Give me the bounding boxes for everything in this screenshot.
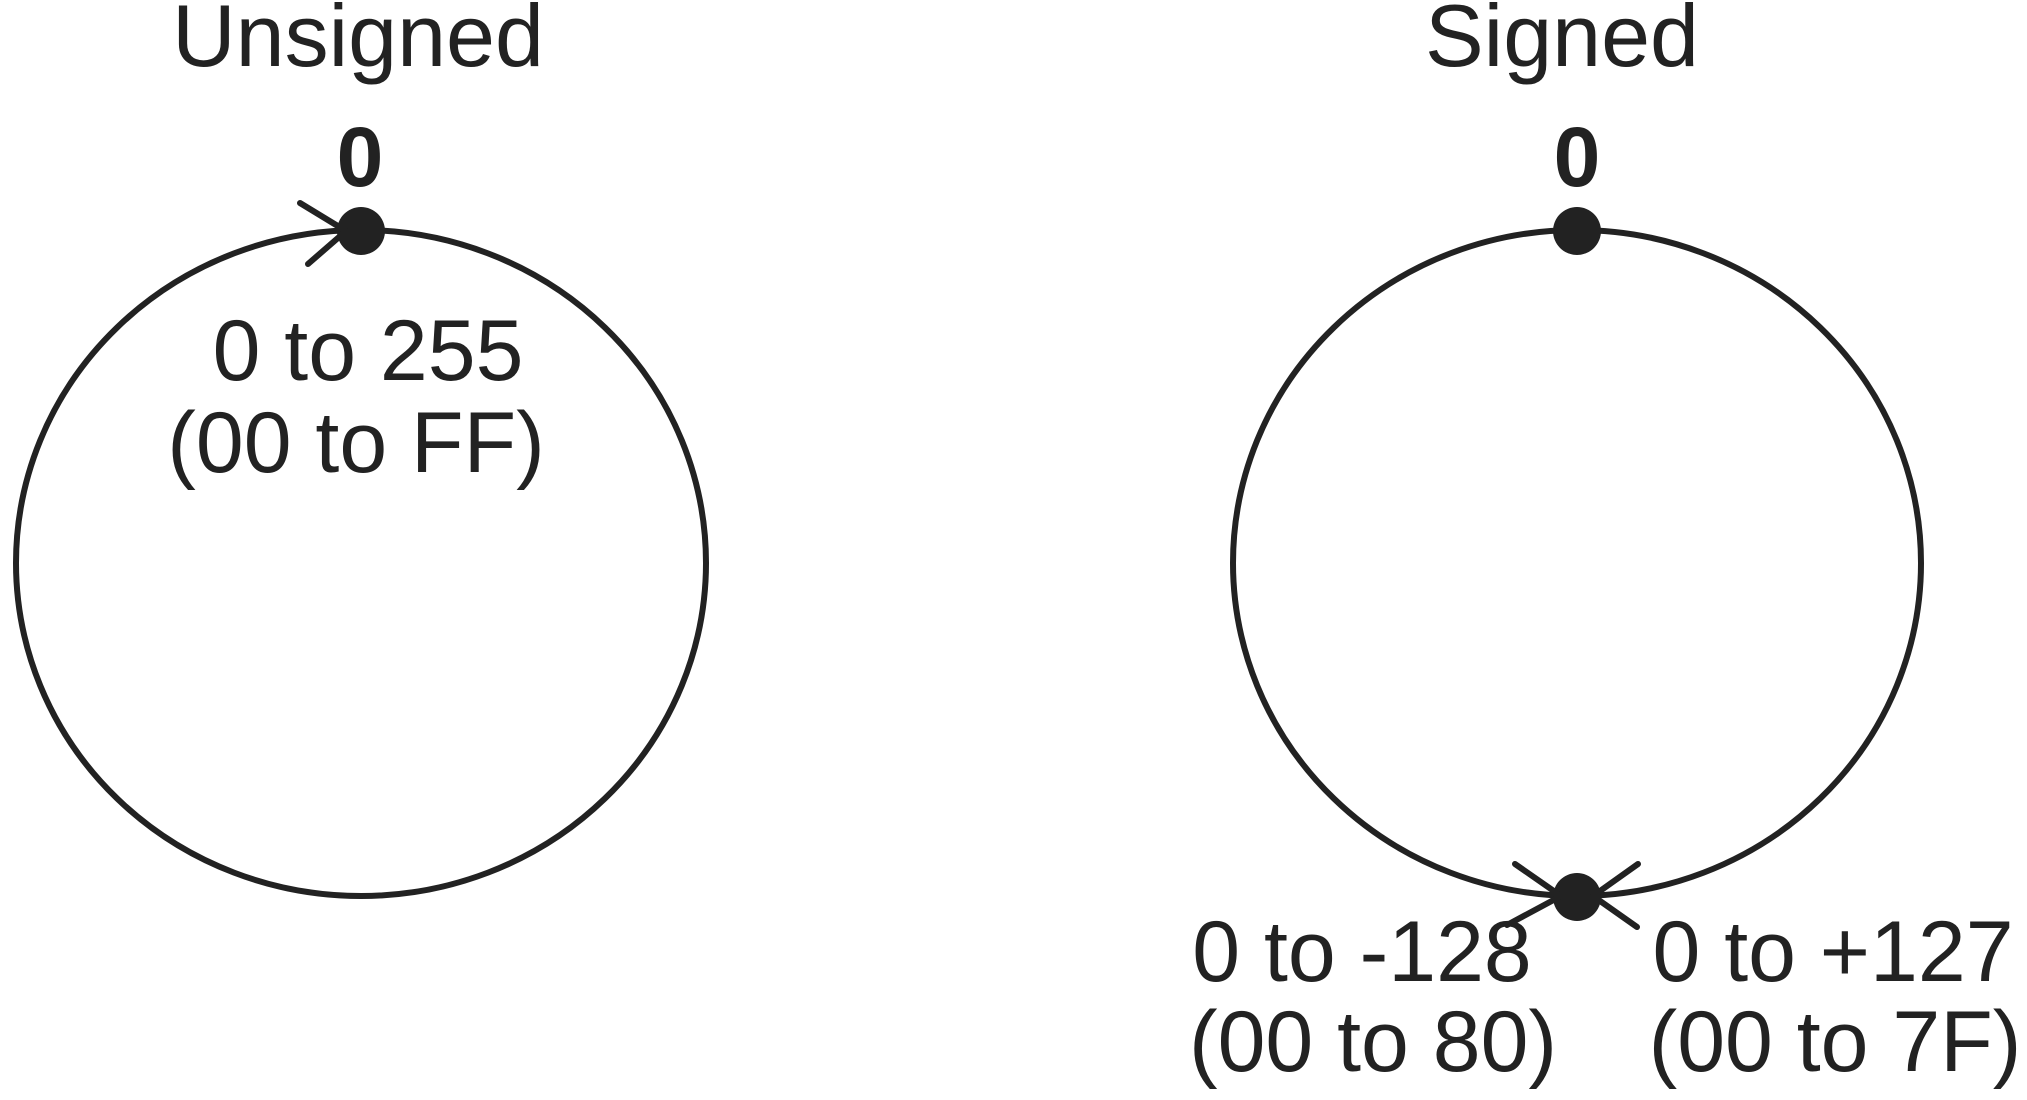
signed-positive-range-decimal: 0 to +127 — [1652, 904, 2013, 1000]
signed-negative-range-hex: (00 to 80) — [1189, 994, 1557, 1090]
unsigned-zero-point — [337, 207, 385, 255]
signed-diagram: Signed 0 0 to -128 (00 to 80) 0 to +127 … — [1189, 0, 2021, 1090]
unsigned-range-hex: (00 to FF) — [167, 395, 545, 491]
unsigned-wrap-arrow-icon — [297, 200, 349, 267]
signed-zero-label: 0 — [1554, 110, 1601, 204]
unsigned-title: Unsigned — [172, 0, 544, 85]
signed-circle — [1230, 227, 1924, 899]
signed-positive-arrow-icon — [1590, 861, 1641, 930]
signed-positive-range-hex: (00 to 7F) — [1649, 994, 2022, 1090]
signed-title: Signed — [1425, 0, 1699, 85]
unsigned-zero-label: 0 — [337, 110, 384, 204]
unsigned-diagram: Unsigned 0 0 to 255 (00 to FF) — [13, 0, 709, 899]
signed-boundary-point — [1553, 873, 1601, 921]
signed-negative-range-decimal: 0 to -128 — [1192, 904, 1531, 1000]
signed-negative-arrow-icon — [1504, 861, 1564, 928]
unsigned-range-decimal: 0 to 255 — [213, 303, 524, 399]
signed-zero-point — [1553, 207, 1601, 255]
